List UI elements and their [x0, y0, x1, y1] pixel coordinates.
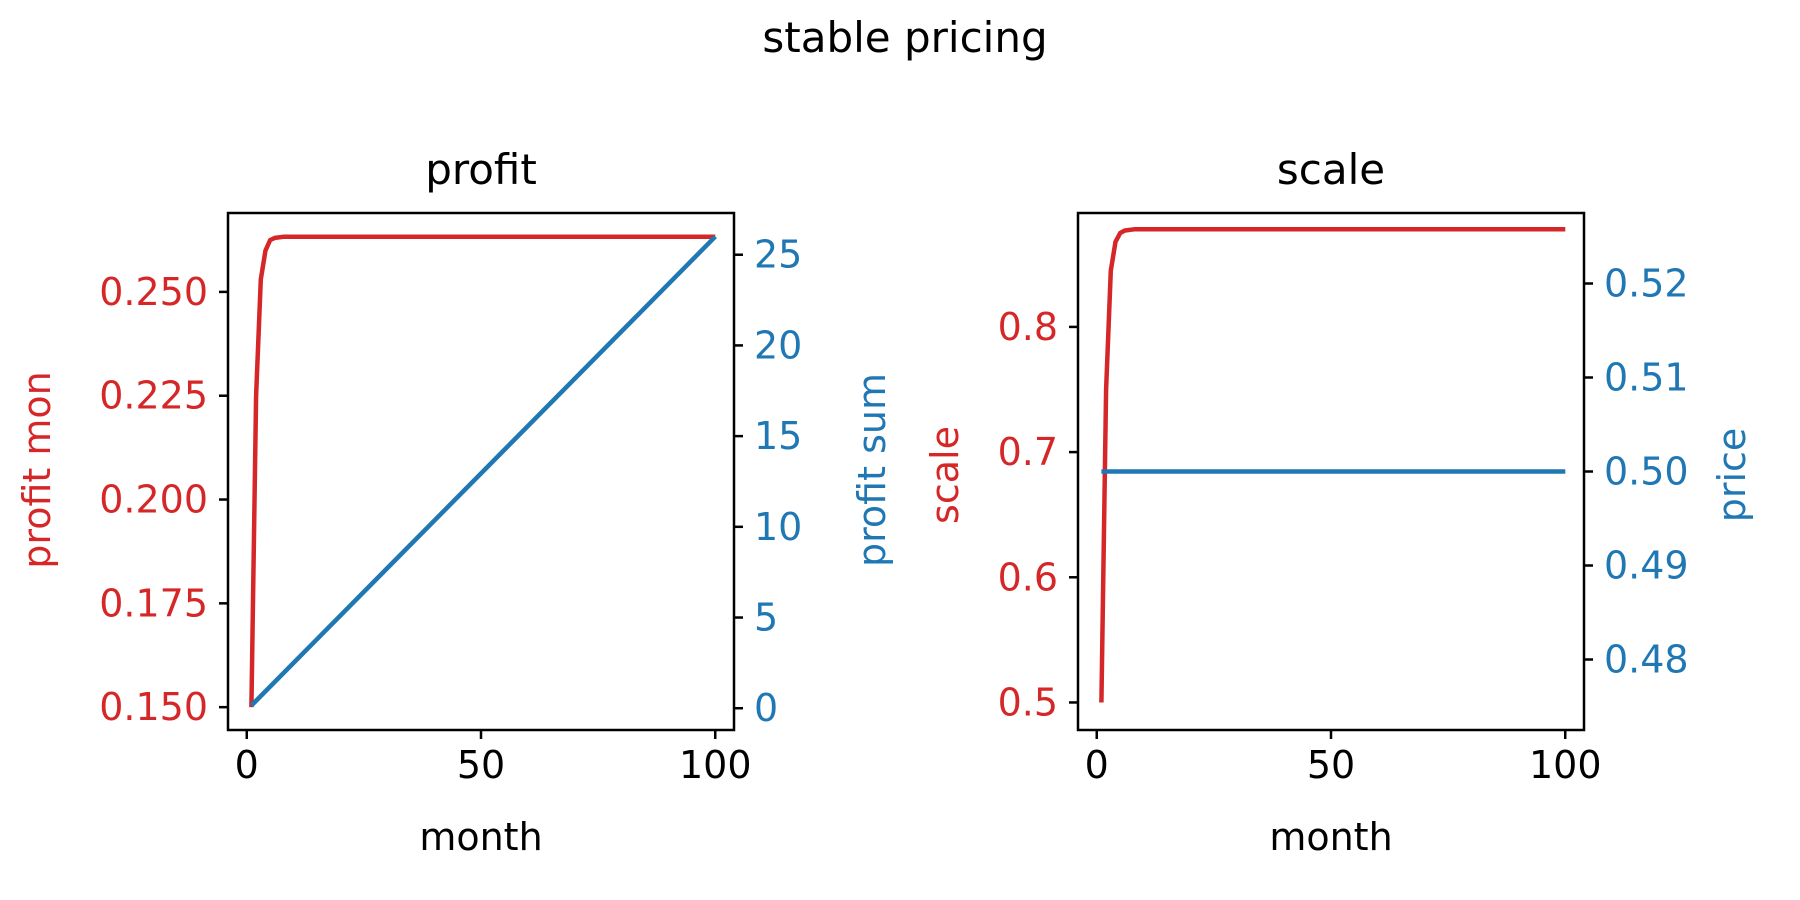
x-tick-label: 0: [1085, 743, 1109, 787]
series-line-profit-mon: [249, 234, 716, 708]
series-line-profit-sum: [249, 235, 717, 708]
x-tick-label: 100: [679, 743, 752, 787]
y-tick-label-right: 0.52: [1604, 262, 1689, 306]
x-tick-label: 100: [1529, 743, 1602, 787]
y-axis-label-right-profit: profit sum: [850, 373, 894, 567]
series-line-scale: [1099, 227, 1566, 703]
y-tick-label-right: 15: [754, 414, 802, 458]
y-tick-label-right: 10: [754, 505, 802, 549]
y-tick-label-left: 0.225: [99, 374, 208, 418]
x-axis-label-profit: month: [419, 815, 542, 859]
y-axis-label-left-profit: profit mon: [15, 371, 59, 568]
y-axis-label-left-scale: scale: [923, 426, 967, 524]
chart-title-scale: scale: [1277, 145, 1385, 194]
y-axis-label-right-scale: price: [1710, 428, 1754, 523]
y-tick-label-left: 0.175: [99, 581, 208, 625]
y-tick-label-left: 0.250: [99, 270, 208, 314]
chart-title-profit: profit: [425, 145, 537, 194]
x-tick-label: 50: [457, 743, 505, 787]
y-tick-label-left: 0.7: [998, 430, 1058, 474]
x-axis-label-scale: month: [1269, 815, 1392, 859]
figure-suptitle: stable pricing: [762, 13, 1047, 62]
chart-scale: scale 0 50 100 0.5 0.6 0.7 0.8 0.48 0.49 0.50 0.51…: [923, 145, 1754, 859]
x-tick-label: 0: [235, 743, 259, 787]
y-tick-label-left: 0.6: [998, 555, 1058, 599]
y-tick-label-left: 0.150: [99, 685, 208, 729]
plot-layer-profit: 0 50 100 0.150 0.175 0.200 0.225 0.250 0 5 10 15 20 2…: [99, 211, 802, 787]
y-tick-label-right: 5: [754, 596, 778, 640]
y-tick-label-right: 25: [754, 233, 802, 277]
y-tick-label-left: 0.8: [998, 305, 1058, 349]
y-tick-label-right: 0.48: [1604, 638, 1689, 682]
chart-profit: profit 0 50 100 0.150 0.175 0.200 0.225 0.250 0 5…: [15, 145, 894, 859]
y-tick-label-right: 0: [754, 686, 778, 730]
y-tick-label-right: 0.50: [1604, 450, 1689, 494]
x-tick-label: 50: [1307, 743, 1355, 787]
y-tick-label-left: 0.200: [99, 478, 208, 522]
y-tick-label-left: 0.5: [998, 680, 1058, 724]
y-tick-label-right: 0.51: [1604, 356, 1689, 400]
plot-layer-scale: 0 50 100 0.5 0.6 0.7 0.8 0.48 0.49 0.50 0.51 0.52: [998, 211, 1689, 787]
y-tick-label-right: 20: [754, 323, 802, 367]
y-tick-label-right: 0.49: [1604, 544, 1689, 588]
